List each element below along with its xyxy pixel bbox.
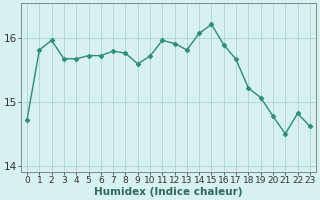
- X-axis label: Humidex (Indice chaleur): Humidex (Indice chaleur): [94, 187, 243, 197]
